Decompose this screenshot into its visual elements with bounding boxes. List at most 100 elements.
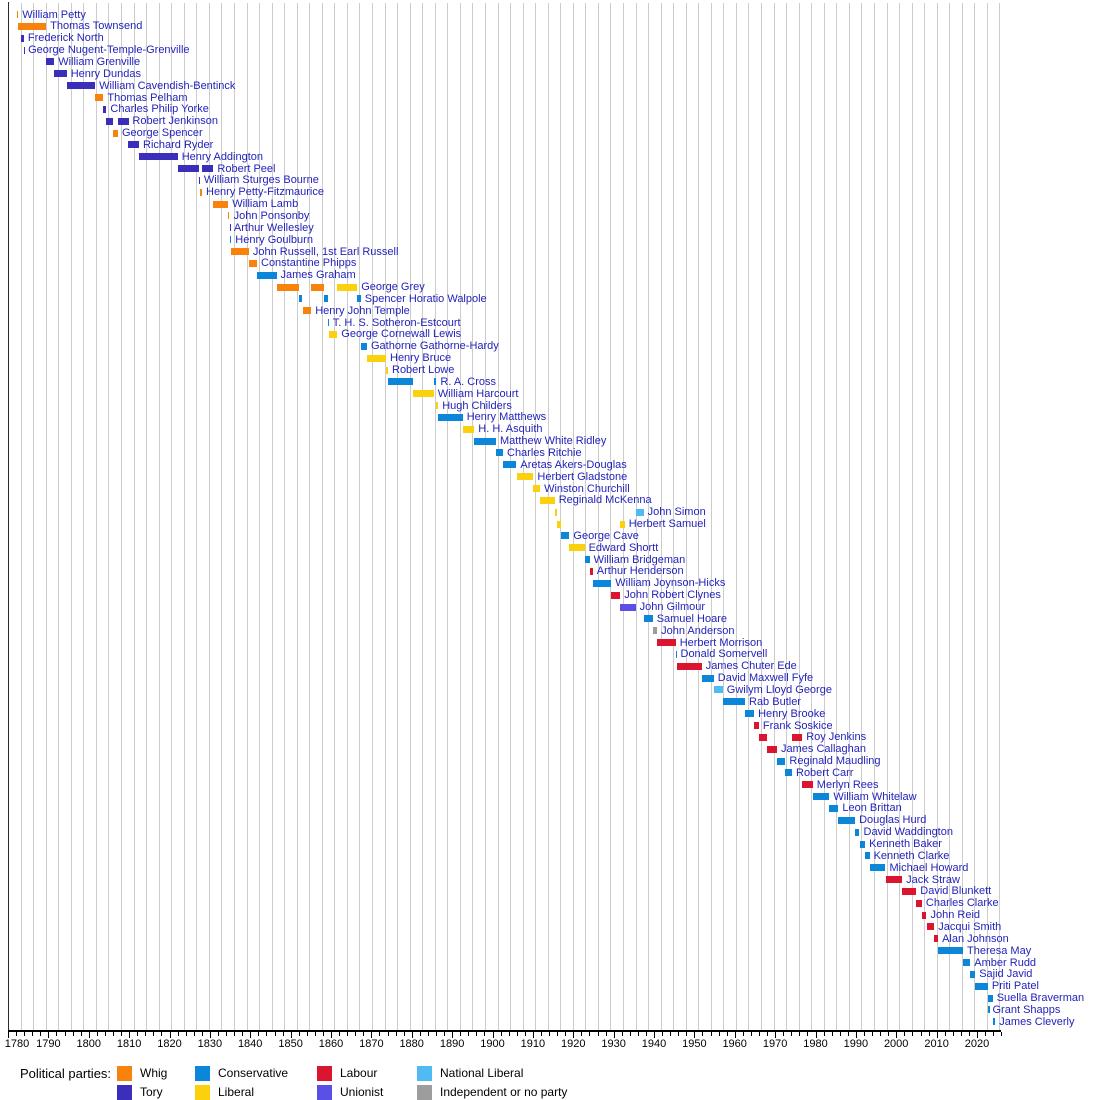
person-name-link[interactable]: Leon Brittan [842, 802, 902, 815]
person-name-link[interactable]: Arthur Henderson [596, 565, 684, 578]
person-name-link[interactable]: William Cavendish-Bentinck [99, 79, 236, 92]
person-name-link[interactable]: Frederick North [27, 32, 104, 45]
person-name-link[interactable]: Michael Howard [889, 861, 969, 874]
person-name-link[interactable]: Rab Butler [749, 695, 801, 708]
person-name-link[interactable]: Sajid Javid [979, 968, 1033, 981]
person-name-link[interactable]: William Lamb [232, 198, 299, 211]
person-name-link[interactable]: Frank Soskice [762, 719, 833, 732]
gridline [710, 3, 712, 1030]
person-name-link[interactable]: Merlyn Rees [816, 778, 879, 791]
person-name-link[interactable]: Samuel Hoare [656, 612, 728, 625]
person-name-link[interactable]: William Whitelaw [833, 790, 917, 803]
person-name-link[interactable]: George Cave [573, 529, 639, 542]
gridline [899, 3, 900, 1030]
minor-tick [549, 1032, 550, 1036]
person-name-link[interactable]: Robert Carr [796, 766, 854, 779]
person-name-link[interactable]: Henry Bruce [390, 352, 452, 365]
person-name-link[interactable]: John Robert Clynes [624, 589, 721, 602]
person-name-link[interactable]: Henry Brooke [758, 707, 826, 720]
person-name-link[interactable]: William Bridgeman [593, 553, 686, 566]
person-name-link[interactable]: Reginald Maudling [789, 755, 881, 767]
person-name-link[interactable]: William Grenville [58, 55, 141, 68]
person-name-link[interactable]: Henry Goulburn [235, 233, 313, 246]
person-name-link[interactable]: Henry Dundas [70, 67, 142, 80]
person-name-link[interactable]: Herbert Samuel [628, 518, 706, 530]
person-name-link[interactable]: John Anderson [661, 624, 735, 637]
person-name-link[interactable]: Jacqui Smith [938, 920, 1002, 933]
person-name-link[interactable]: George Nugent-Temple-Grenville [28, 44, 190, 56]
term-bar [643, 615, 653, 623]
minor-tick [904, 1032, 906, 1036]
person-name-link[interactable]: Robert Lowe [392, 364, 455, 376]
person-name-link[interactable]: James Cleverly [999, 1015, 1075, 1028]
person-name-link[interactable]: John Russell, 1st Earl Russell [252, 245, 399, 258]
person-name-link[interactable]: William Sturges Bourne [203, 174, 319, 187]
person-name-link[interactable]: George Cornewall Lewis [341, 328, 462, 341]
gridline [585, 3, 587, 1030]
person-name-link[interactable]: Priti Patel [991, 980, 1039, 993]
term-bar [367, 354, 386, 362]
person-name-link[interactable]: Herbert Gladstone [537, 470, 628, 483]
person-name-link[interactable]: Henry Petty-Fitzmaurice [206, 186, 324, 199]
term-bar [95, 94, 104, 101]
term-bar [722, 698, 745, 706]
person-name-link[interactable]: Alan Johnson [942, 932, 1009, 945]
person-name-link[interactable]: Aretas Akers-Douglas [520, 458, 627, 471]
person-name-link[interactable]: John Ponsonby [233, 209, 310, 222]
person-name-link[interactable]: Theresa May [967, 944, 1032, 957]
person-name-link[interactable]: Gwilym Lloyd George [726, 683, 832, 696]
person-name-link[interactable]: Reginald McKenna [558, 494, 652, 507]
person-name-link[interactable]: Douglas Hurd [859, 814, 927, 827]
person-name-link[interactable]: Henry Addington [181, 150, 264, 163]
person-name-link[interactable]: James Graham [280, 269, 356, 282]
person-name-link[interactable]: Robert Peel [217, 162, 276, 175]
legend-swatch-conservative [195, 1066, 210, 1081]
person-name-link[interactable]: Richard Ryder [143, 138, 214, 151]
person-name-link[interactable]: Thomas Pelham [107, 91, 188, 104]
person-name-link[interactable]: Arthur Wellesley [233, 221, 314, 234]
person-name-link[interactable]: Roy Jenkins [806, 731, 867, 744]
person-name-link[interactable]: Robert Jenkinson [132, 115, 218, 128]
person-name-link[interactable]: Edward Shortt [588, 541, 659, 554]
person-name-link[interactable]: Charles Philip Yorke [110, 103, 209, 116]
person-name-link[interactable]: James Callaghan [781, 743, 866, 756]
term-bar [474, 437, 496, 445]
person-name-link[interactable]: David Waddington [863, 826, 953, 839]
person-name-link[interactable]: Kenneth Clarke [873, 849, 950, 862]
person-name-link[interactable]: Charles Clarke [925, 897, 999, 910]
person-name-link[interactable]: R. A. Cross [440, 375, 497, 388]
person-name-link[interactable]: H. H. Asquith [478, 423, 543, 436]
person-name-link[interactable]: Charles Ritchie [507, 446, 582, 459]
person-name-link[interactable]: Suella Braverman [996, 992, 1085, 1004]
term-bar [433, 378, 437, 386]
person-name-link[interactable]: Amber Rudd [974, 956, 1037, 969]
person-name-link[interactable]: William Petty [22, 8, 86, 21]
person-name-link[interactable]: John Gilmour [639, 601, 706, 613]
person-name-link[interactable]: William Joynson-Hicks [615, 577, 726, 590]
person-name-link[interactable]: Jack Straw [906, 873, 960, 886]
person-name-link[interactable]: George Grey [361, 281, 425, 294]
person-name-link[interactable]: David Maxwell Fyfe [717, 672, 814, 685]
person-name-link[interactable]: James Chuter Ede [705, 660, 797, 673]
person-name-link[interactable]: David Blunkett [920, 885, 992, 898]
person-name-link[interactable]: George Spencer [122, 127, 203, 139]
person-name-link[interactable]: Henry John Temple [315, 304, 410, 317]
person-name-link[interactable]: Gathorne Gathorne-Hardy [371, 340, 499, 353]
person-name-link[interactable]: Kenneth Baker [869, 838, 942, 850]
person-name-link[interactable]: Grant Shapps [992, 1003, 1061, 1016]
person-name-link[interactable]: Herbert Morrison [679, 636, 763, 649]
person-name-link[interactable]: Matthew White Ridley [500, 435, 607, 448]
person-name-link[interactable]: Hugh Childers [442, 399, 512, 412]
term-bar [676, 662, 702, 670]
minor-tick [912, 1032, 914, 1036]
person-name-link[interactable]: William Harcourt [437, 387, 519, 400]
person-name-link[interactable]: Constantine Phipps [261, 257, 357, 270]
person-name-link[interactable]: Henry Matthews [466, 411, 547, 424]
person-name-link[interactable]: Winston Churchill [544, 482, 630, 495]
person-name-link[interactable]: John Simon [647, 506, 706, 519]
person-name-link[interactable]: Spencer Horatio Walpole [364, 292, 487, 305]
person-name-link[interactable]: John Reid [930, 909, 981, 922]
person-name-link[interactable]: T. H. S. Sotheron-Estcourt [332, 316, 461, 329]
person-name-link[interactable]: Thomas Townsend [50, 20, 143, 33]
person-name-link[interactable]: Donald Somervell [680, 648, 768, 661]
